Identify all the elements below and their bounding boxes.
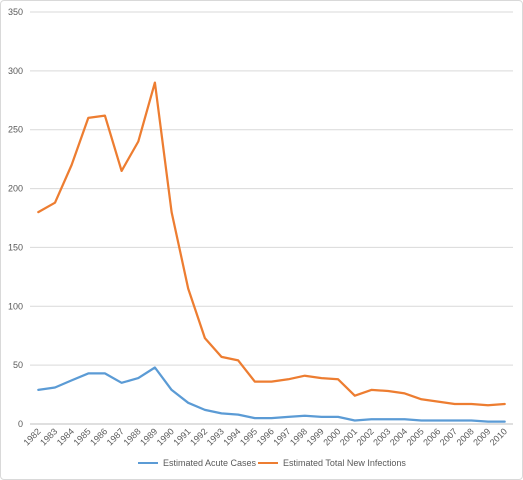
legend-label-total: Estimated Total New Infections [283,458,406,468]
series-line-1 [37,81,506,407]
legend-swatch-acute [138,462,158,464]
x-tick-label: 2008 [455,426,476,447]
x-tick-label: 2002 [355,426,376,447]
x-tick-label: 1985 [71,426,92,447]
x-tick-label: 2009 [471,426,492,447]
x-tick-label: 2007 [438,426,459,447]
x-tick-label: 1983 [38,426,59,447]
x-axis-tick-labels: 1982198319841985198619871988198919901991… [22,426,510,447]
gridlines [30,11,513,425]
legend-label-acute: Estimated Acute Cases [163,458,257,468]
x-tick-label: 1987 [105,426,126,447]
y-tick-label: 100 [8,301,23,311]
y-axis-tick-labels: 0 50 100 150 200 250 300 350 [8,7,23,429]
x-tick-label: 1984 [55,426,76,447]
x-tick-label: 1996 [255,426,276,447]
y-tick-label: 0 [18,419,23,429]
legend: Estimated Acute Cases Estimated Total Ne… [0,458,523,472]
y-tick-label: 50 [13,360,23,370]
y-tick-label: 200 [8,184,23,194]
y-tick-label: 250 [8,125,23,135]
x-tick-label: 1988 [121,426,142,447]
x-tick-label: 2003 [371,426,392,447]
x-tick-label: 2006 [421,426,442,447]
x-tick-label: 2000 [321,426,342,447]
legend-item-acute: Estimated Acute Cases [138,458,256,468]
series-lines [37,81,506,423]
x-tick-label: 2001 [338,426,359,447]
y-tick-label: 350 [8,7,23,17]
x-tick-label: 1992 [188,426,209,447]
x-tick-label: 1986 [88,426,109,447]
x-tick-label: 1989 [138,426,159,447]
x-tick-label: 1993 [205,426,226,447]
x-tick-label: 1999 [305,426,326,447]
x-tick-label: 1991 [171,426,192,447]
x-tick-label: 1998 [288,426,309,447]
x-tick-label: 1994 [221,426,242,447]
x-tick-label: 1995 [238,426,259,447]
x-tick-label: 1982 [22,426,43,447]
legend-swatch-total [258,462,278,464]
y-tick-label: 150 [8,242,23,252]
x-tick-label: 1990 [155,426,176,447]
x-tick-label: 2010 [488,426,509,447]
x-tick-label: 1997 [271,426,292,447]
y-tick-label: 300 [8,66,23,76]
series-line-0 [37,366,506,423]
x-tick-label: 2004 [388,426,409,447]
legend-item-total: Estimated Total New Infections [258,458,406,468]
x-tick-label: 2005 [405,426,426,447]
